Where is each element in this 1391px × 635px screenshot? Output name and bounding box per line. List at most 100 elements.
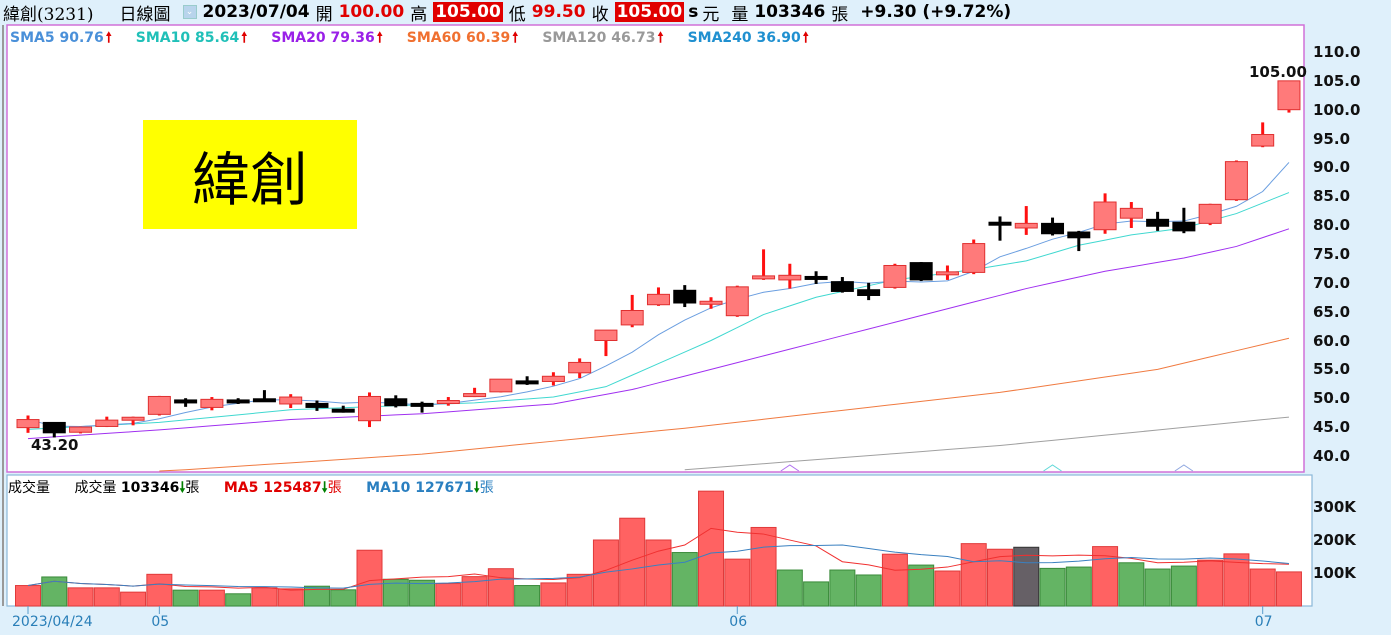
candle-body <box>1251 134 1275 147</box>
volume-bar <box>619 517 646 607</box>
price-axis-label: 50.0 <box>1313 389 1351 408</box>
candlestick <box>1277 80 1301 113</box>
candle-body <box>699 300 723 305</box>
vol-ma10-value: MA10 127671 <box>366 480 474 496</box>
candlestick <box>1093 193 1117 234</box>
candlestick <box>1224 160 1248 201</box>
candle-body <box>1277 80 1301 111</box>
volume-axis-label: 300K <box>1313 498 1356 516</box>
candlestick <box>200 397 224 411</box>
stock-name: 緯創(3231) <box>3 4 94 25</box>
up-arrow-icon: 🠕 <box>376 30 383 46</box>
candlestick <box>935 265 959 280</box>
volume-bar <box>435 583 462 607</box>
sma-legend-item: SMA240 36.90 🠕 <box>688 30 809 46</box>
volume-bar <box>881 553 908 607</box>
candle-body <box>1198 203 1222 224</box>
candlestick <box>1014 206 1038 235</box>
candlestick <box>305 400 329 411</box>
candlestick <box>226 398 250 404</box>
candle-body <box>16 419 40 429</box>
candlestick <box>909 262 933 282</box>
down-arrow-icon: 🠗 <box>473 480 480 496</box>
volume-bar <box>803 581 830 607</box>
candlestick <box>1172 207 1196 234</box>
price-axis-label: 100.0 <box>1313 100 1361 119</box>
volume-bar <box>1013 546 1040 607</box>
candle-body <box>857 289 881 296</box>
volume-bar <box>67 587 94 607</box>
down-arrow-icon: 🠗 <box>179 480 186 496</box>
candlestick <box>673 285 697 308</box>
candle-body <box>1172 221 1196 232</box>
open-label: 開 <box>315 4 333 25</box>
candlestick <box>646 287 670 306</box>
candle-body <box>830 281 854 292</box>
candle-body <box>463 393 487 398</box>
price-axis-label: 60.0 <box>1313 331 1351 350</box>
candle-body <box>436 400 460 405</box>
high-label: 高 <box>410 4 428 25</box>
candlestick <box>331 405 355 413</box>
price-axis-label: 85.0 <box>1313 187 1351 206</box>
candle-body <box>200 398 224 408</box>
up-arrow-icon: 🠕 <box>657 30 664 46</box>
date-axis-label: 07 <box>1254 614 1273 630</box>
candlestick <box>69 426 93 434</box>
candlestick <box>594 329 618 357</box>
low-price-marker: 43.20 <box>31 436 79 454</box>
candle-body <box>42 421 66 434</box>
candle-body <box>883 264 907 288</box>
candle-body <box>541 375 565 382</box>
candlestick <box>883 263 907 289</box>
volume-bar <box>645 539 672 607</box>
candle-body <box>331 408 355 413</box>
volume-bar <box>829 569 856 607</box>
date-axis-label: 05 <box>151 614 170 630</box>
sma20-line <box>27 228 1290 440</box>
volume-bar <box>146 573 173 607</box>
candle-body <box>646 293 670 306</box>
sma60-line <box>159 337 1290 472</box>
volume-bar <box>120 591 147 607</box>
candlestick <box>358 392 382 428</box>
s-mark: s <box>688 2 699 22</box>
volume-ma10-line <box>27 544 1290 589</box>
volume-bar <box>330 589 357 607</box>
sma-legend-item: SMA5 90.76 🠕 <box>10 30 112 46</box>
candlestick <box>16 415 40 433</box>
candlestick <box>541 372 565 386</box>
volume-bar <box>960 543 987 607</box>
volume-bar <box>540 582 567 607</box>
chart-type-dropdown[interactable]: ⌄ <box>182 5 197 19</box>
vol-ma5-value: MA5 125487 <box>223 480 322 496</box>
volume-bar <box>698 490 725 607</box>
candle-body <box>1146 218 1170 227</box>
candle-body <box>909 262 933 281</box>
candle-body <box>962 243 986 273</box>
volume-bar <box>1170 565 1197 607</box>
price-pane <box>6 24 1305 473</box>
volume-bar <box>198 589 225 607</box>
candlestick <box>463 387 487 398</box>
volume-bar <box>303 585 330 607</box>
sma-legend-label: SMA60 60.39 <box>406 30 511 46</box>
high-value: 105.00 <box>433 2 503 22</box>
volume-value: 103346 <box>120 480 180 496</box>
vol-ma10-unit: 張 <box>479 480 494 496</box>
candlestick <box>1041 217 1065 236</box>
candle-body <box>410 402 434 407</box>
sma120-line <box>684 416 1290 471</box>
price-axis-label: 65.0 <box>1313 302 1351 321</box>
candle-body <box>725 286 749 317</box>
candle-body <box>752 275 776 280</box>
sma-legend-item: SMA10 85.64 🠕 <box>136 30 248 46</box>
sma-legend-label: SMA240 36.90 <box>687 30 801 46</box>
candlestick <box>410 401 434 413</box>
candle-body <box>147 395 171 415</box>
open-value: 100.00 <box>338 2 405 22</box>
sma-legend-label: SMA5 90.76 <box>10 30 104 46</box>
volume-bar <box>172 589 199 607</box>
candlestick <box>752 249 776 280</box>
